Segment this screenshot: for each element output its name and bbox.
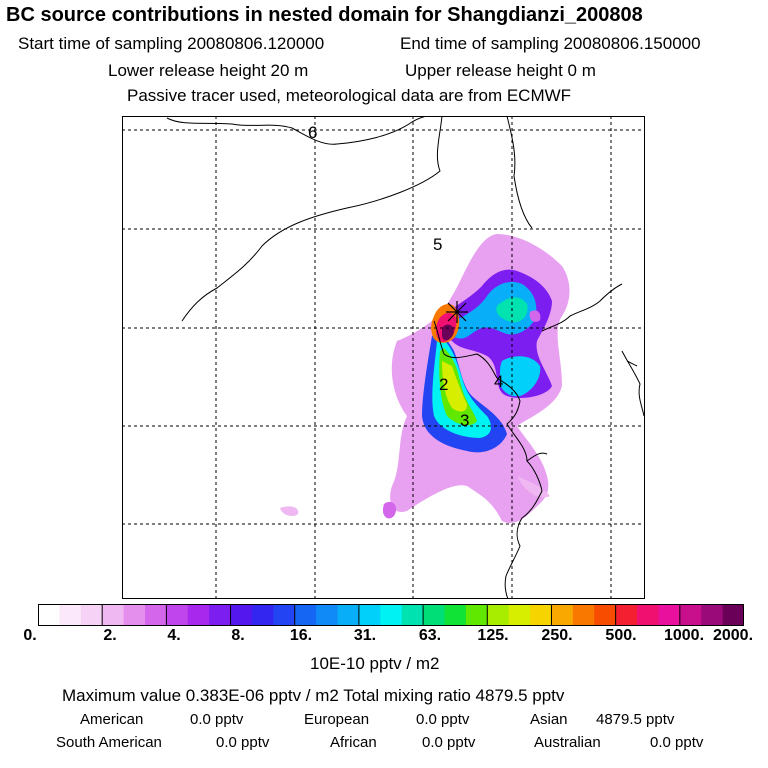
colorbar-cell	[615, 604, 638, 626]
station-cross-icon	[446, 301, 468, 323]
colorbar-tick: 16.	[289, 627, 313, 644]
colorbar-cell	[572, 604, 595, 626]
region-label-3: 3	[460, 411, 469, 430]
colorbar-cell	[551, 604, 574, 626]
region-name-australian: Australian	[534, 734, 601, 751]
colorbar-tick: 63.	[418, 627, 442, 644]
tracer-note: Passive tracer used, meteorological data…	[127, 86, 572, 105]
colorbar-tick: 8.	[231, 627, 245, 644]
colorbar-cell	[380, 604, 403, 626]
region-value-african: 0.0 pptv	[422, 734, 476, 751]
region-value-european: 0.0 pptv	[416, 711, 470, 728]
colorbar-cell	[637, 604, 659, 626]
start-time-label: Start time of sampling 20080806.120000	[18, 34, 325, 53]
colorbar-cell	[209, 604, 232, 626]
colorbar-cell	[251, 604, 274, 626]
colorbar-cell	[102, 604, 125, 626]
colorbar-cell	[80, 604, 103, 626]
end-time-label: End time of sampling 20080806.150000	[400, 34, 701, 53]
colorbar-cell	[187, 604, 210, 626]
boundary-lines	[166, 116, 645, 599]
region-label-5: 5	[433, 235, 442, 254]
colorbar-cell	[722, 604, 744, 626]
colorbar-unit: 10E-10 pptv / m2	[310, 654, 440, 673]
region-name-asian: Asian	[530, 711, 568, 728]
colorbar-cell	[530, 604, 552, 626]
colorbar	[38, 604, 744, 626]
region-value-south-american: 0.0 pptv	[216, 734, 270, 751]
colorbar-cell	[59, 604, 82, 626]
region-name-african: African	[330, 734, 377, 751]
colorbar-cell	[316, 604, 339, 626]
grid-lines	[122, 116, 645, 599]
colorbar-tick: 0.	[23, 627, 37, 644]
colorbar-cell	[487, 604, 510, 626]
colorbar-cell	[594, 604, 617, 626]
region-label-2: 2	[439, 375, 448, 394]
colorbar-tick: 500.	[605, 627, 637, 644]
colorbar-cell	[294, 604, 317, 626]
colorbar-tick: 1000.	[663, 627, 705, 644]
colorbar-cell	[230, 604, 253, 626]
colorbar-cell	[273, 604, 296, 626]
colorbar-cell	[423, 604, 445, 626]
region-name-european: European	[304, 711, 370, 728]
colorbar-cell	[465, 604, 488, 626]
colorbar-cell	[444, 604, 467, 626]
colorbar-tick: 2.	[103, 627, 117, 644]
upper-height-label: Upper release height 0 m	[405, 61, 596, 80]
region-value-asian: 4879.5 pptv	[596, 711, 675, 728]
region-name-south-american: South American	[56, 734, 162, 751]
colorbar-tick: 2000.	[712, 627, 754, 644]
lower-height-label: Lower release height 20 m	[108, 61, 309, 80]
chart-title: BC source contributions in nested domain…	[6, 4, 643, 26]
region-name-american: American	[80, 711, 144, 728]
colorbar-cell	[401, 604, 424, 626]
colorbar-cell	[337, 604, 360, 626]
footprint-map: 6 5 2 4 3	[122, 116, 645, 599]
max-value-line: Maximum value 0.383E-06 pptv / m2 Total …	[62, 686, 565, 705]
region-label-6: 6	[308, 123, 317, 142]
colorbar-tick: 31.	[353, 627, 377, 644]
colorbar-cell	[679, 604, 702, 626]
colorbar-cell	[358, 604, 381, 626]
colorbar-cell	[38, 604, 60, 626]
colorbar-cell	[508, 604, 531, 626]
colorbar-cell	[658, 604, 681, 626]
region-label-4: 4	[494, 372, 503, 391]
colorbar-cell	[123, 604, 146, 626]
colorbar-cell	[166, 604, 189, 626]
colorbar-tick: 125.	[477, 627, 509, 644]
region-value-australian: 0.0 pptv	[650, 734, 704, 751]
colorbar-cell	[144, 604, 167, 626]
colorbar-cell	[701, 604, 724, 626]
colorbar-tick: 250.	[541, 627, 573, 644]
colorbar-tick: 4.	[167, 627, 181, 644]
region-value-american: 0.0 pptv	[190, 711, 244, 728]
plume-layer	[280, 234, 570, 523]
